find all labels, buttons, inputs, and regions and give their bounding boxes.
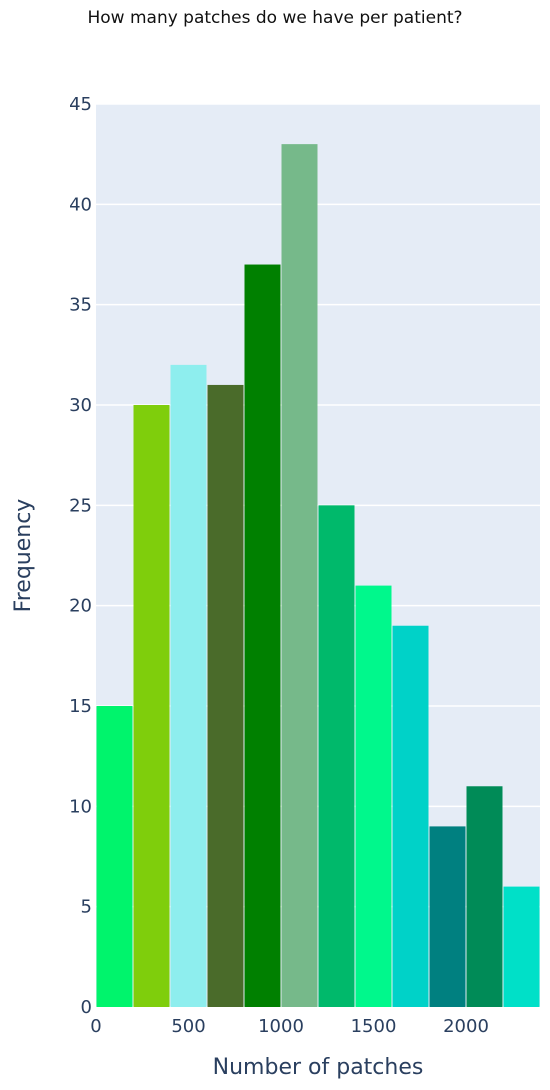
histogram-bar: [207, 384, 244, 1007]
x-axis-ticks: 0 500 1000 1500 2000: [90, 1016, 489, 1037]
gridlines: [96, 103, 540, 1008]
histogram-bar: [392, 625, 429, 1007]
histogram-bar: [503, 886, 540, 1007]
bars: [96, 144, 540, 1008]
histogram-bar: [281, 144, 318, 1008]
histogram-bar: [466, 786, 503, 1007]
y-tick-label: 25: [69, 495, 92, 516]
y-tick-label: 15: [69, 696, 92, 717]
plot-area: [96, 104, 540, 1007]
y-tick-label: 40: [69, 194, 92, 215]
y-tick-label: 30: [69, 395, 92, 416]
x-axis-title: Number of patches: [213, 1055, 424, 1080]
y-axis-title: Frequency: [11, 499, 36, 613]
histogram-bar: [355, 585, 392, 1007]
histogram-bar: [244, 264, 281, 1007]
y-tick-label: 10: [69, 796, 92, 817]
histogram-bar: [133, 405, 170, 1007]
x-tick-label: 1000: [258, 1016, 304, 1037]
x-tick-label: 0: [90, 1016, 101, 1037]
y-tick-label: 45: [69, 94, 92, 115]
histogram-bar: [170, 364, 207, 1007]
x-tick-label: 1500: [351, 1016, 397, 1037]
y-tick-label: 5: [81, 897, 92, 918]
y-axis-ticks: 0 5 10 15 20 25 30 35 40 45: [69, 94, 92, 1018]
y-tick-label: 0: [81, 997, 92, 1018]
x-tick-label: 2000: [443, 1016, 489, 1037]
y-tick-label: 20: [69, 596, 92, 617]
chart-title: How many patches do we have per patient?: [87, 8, 463, 28]
x-tick-label: 500: [171, 1016, 205, 1037]
histogram-bar: [318, 505, 355, 1007]
histogram-bar: [429, 826, 466, 1007]
histogram-bar: [96, 706, 133, 1007]
y-tick-label: 35: [69, 295, 92, 316]
